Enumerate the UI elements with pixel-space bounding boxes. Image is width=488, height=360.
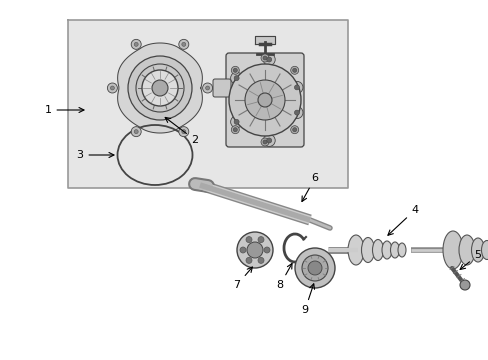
Circle shape: [264, 247, 269, 253]
Text: 4: 4: [387, 205, 418, 235]
Circle shape: [205, 86, 209, 90]
Circle shape: [234, 76, 239, 81]
Ellipse shape: [397, 243, 405, 257]
Circle shape: [302, 255, 327, 281]
Circle shape: [245, 257, 251, 264]
Text: 5: 5: [459, 250, 481, 270]
Circle shape: [290, 66, 298, 74]
Circle shape: [263, 54, 275, 66]
Circle shape: [182, 130, 185, 134]
Ellipse shape: [470, 238, 484, 262]
Ellipse shape: [372, 239, 383, 261]
Circle shape: [107, 83, 117, 93]
Circle shape: [134, 42, 138, 46]
Circle shape: [179, 39, 188, 49]
Circle shape: [131, 127, 141, 137]
Circle shape: [152, 80, 168, 96]
Circle shape: [263, 140, 266, 144]
Text: 6: 6: [301, 173, 318, 202]
Polygon shape: [254, 36, 274, 44]
Circle shape: [263, 135, 275, 147]
Polygon shape: [68, 20, 347, 188]
Ellipse shape: [481, 240, 488, 260]
Text: 3: 3: [76, 150, 114, 160]
Circle shape: [261, 138, 268, 146]
Circle shape: [263, 56, 266, 60]
Ellipse shape: [347, 235, 363, 265]
Circle shape: [233, 128, 237, 132]
Circle shape: [230, 72, 242, 84]
Circle shape: [237, 232, 272, 268]
Ellipse shape: [390, 242, 399, 258]
Circle shape: [292, 68, 296, 72]
Circle shape: [202, 83, 212, 93]
Circle shape: [231, 66, 239, 74]
Ellipse shape: [458, 235, 474, 265]
Circle shape: [246, 242, 263, 258]
Circle shape: [128, 56, 192, 120]
Circle shape: [290, 126, 298, 134]
Text: 7: 7: [233, 267, 252, 290]
Circle shape: [131, 39, 141, 49]
Circle shape: [182, 42, 185, 46]
Circle shape: [266, 57, 271, 62]
Circle shape: [266, 138, 271, 143]
FancyBboxPatch shape: [213, 79, 230, 97]
Circle shape: [240, 247, 245, 253]
Ellipse shape: [381, 241, 391, 259]
Circle shape: [294, 248, 334, 288]
Circle shape: [231, 126, 239, 134]
Circle shape: [245, 237, 251, 243]
Circle shape: [134, 130, 138, 134]
Circle shape: [230, 116, 242, 128]
Circle shape: [142, 70, 178, 106]
Text: 8: 8: [276, 264, 291, 290]
Ellipse shape: [361, 238, 374, 262]
Circle shape: [258, 93, 271, 107]
Circle shape: [234, 120, 239, 124]
Text: 9: 9: [301, 284, 314, 315]
Circle shape: [294, 110, 299, 115]
Text: 1: 1: [44, 105, 84, 115]
Circle shape: [290, 107, 303, 118]
Ellipse shape: [442, 231, 462, 269]
Circle shape: [307, 261, 321, 275]
Circle shape: [110, 86, 114, 90]
Circle shape: [290, 81, 303, 93]
Circle shape: [228, 64, 301, 136]
Circle shape: [179, 127, 188, 137]
Text: 2: 2: [165, 117, 198, 145]
Circle shape: [233, 68, 237, 72]
FancyBboxPatch shape: [225, 53, 304, 147]
Circle shape: [244, 80, 285, 120]
Circle shape: [261, 54, 268, 62]
Circle shape: [294, 85, 299, 90]
Circle shape: [258, 237, 264, 243]
Circle shape: [459, 280, 469, 290]
Circle shape: [258, 257, 264, 264]
Polygon shape: [118, 43, 202, 133]
Circle shape: [292, 128, 296, 132]
